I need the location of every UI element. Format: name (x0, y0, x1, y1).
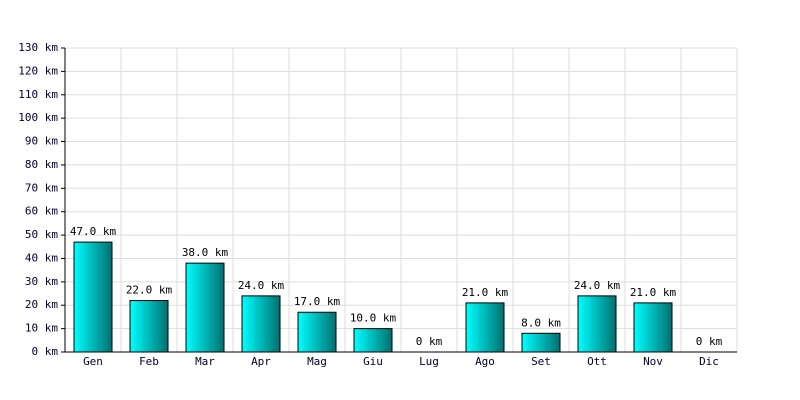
value-label: 24.0 km (574, 279, 621, 292)
bar (297, 311, 337, 353)
x-tick-label: Mag (307, 355, 327, 368)
x-tick-label: Set (531, 355, 551, 368)
y-tick-label: 80 km (25, 158, 58, 171)
value-label: 22.0 km (126, 284, 173, 297)
y-tick-label: 30 km (25, 275, 58, 288)
x-tick-label: Feb (139, 355, 159, 368)
x-tick-label: Ago (475, 355, 495, 368)
y-tick-label: 40 km (25, 251, 58, 264)
value-label: 38.0 km (182, 246, 229, 259)
x-tick-label: Apr (251, 355, 271, 368)
x-tick-label: Ott (587, 355, 607, 368)
y-tick-label: 90 km (25, 135, 58, 148)
x-tick-label: Mar (195, 355, 215, 368)
x-tick-label: Dic (699, 355, 719, 368)
y-tick-label: 60 km (25, 205, 58, 218)
value-label: 17.0 km (294, 295, 341, 308)
y-tick-label: 120 km (18, 64, 58, 77)
bar (241, 295, 281, 353)
value-label: 0 km (696, 335, 723, 348)
value-label: 0 km (416, 335, 443, 348)
y-tick-label: 10 km (25, 322, 58, 335)
bar (521, 332, 561, 353)
x-tick-label: Nov (643, 355, 663, 368)
y-tick-label: 100 km (18, 111, 58, 124)
y-tick-label: 0 km (32, 345, 59, 358)
x-tick-label: Giu (363, 355, 383, 368)
value-label: 24.0 km (238, 279, 285, 292)
value-label: 10.0 km (350, 312, 397, 325)
bar (465, 302, 505, 353)
value-label: 8.0 km (521, 316, 561, 329)
x-tick-label: Gen (83, 355, 103, 368)
bar (73, 241, 113, 353)
y-tick-label: 20 km (25, 298, 58, 311)
x-tick-label: Lug (419, 355, 439, 368)
y-tick-label: 50 km (25, 228, 58, 241)
value-label: 21.0 km (462, 286, 509, 299)
value-label: 47.0 km (70, 225, 117, 238)
y-tick-label: 110 km (18, 88, 58, 101)
y-tick-label: 130 km (18, 41, 58, 54)
y-tick-label: 70 km (25, 181, 58, 194)
bar (129, 300, 169, 353)
bar (633, 302, 673, 353)
bar (353, 328, 393, 353)
bar (185, 262, 225, 353)
value-label: 21.0 km (630, 286, 677, 299)
bar (577, 295, 617, 353)
